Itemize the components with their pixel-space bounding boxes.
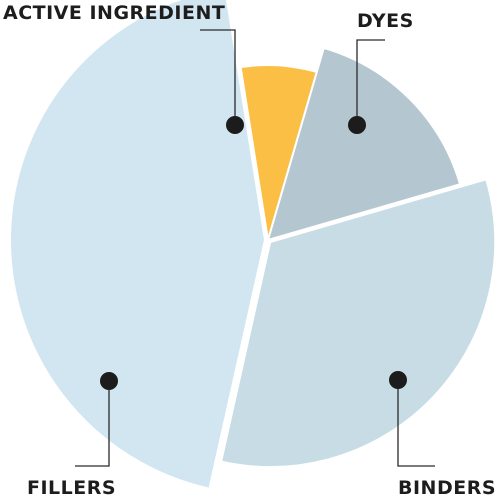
leader-fillers — [75, 381, 110, 467]
leader-dyes — [356, 39, 385, 125]
slices-layer — [9, 0, 497, 490]
slice-binders — [219, 178, 497, 469]
marker-active-ingredient — [226, 116, 244, 134]
label-binders: BINDERS — [398, 477, 496, 499]
callouts-layer: ACTIVE INGREDIENT DYES BINDERS FILLERS — [3, 2, 496, 499]
marker-dyes — [348, 116, 366, 134]
marker-fillers — [100, 372, 118, 390]
label-dyes: DYES — [357, 10, 414, 32]
leader-active-ingredient — [200, 29, 236, 125]
marker-binders — [389, 371, 407, 389]
leader-binders — [397, 380, 435, 467]
label-fillers: FILLERS — [27, 477, 116, 499]
slice-dyes — [266, 46, 462, 242]
slice-fillers — [9, 0, 267, 490]
label-active-ingredient: ACTIVE INGREDIENT — [3, 2, 225, 24]
